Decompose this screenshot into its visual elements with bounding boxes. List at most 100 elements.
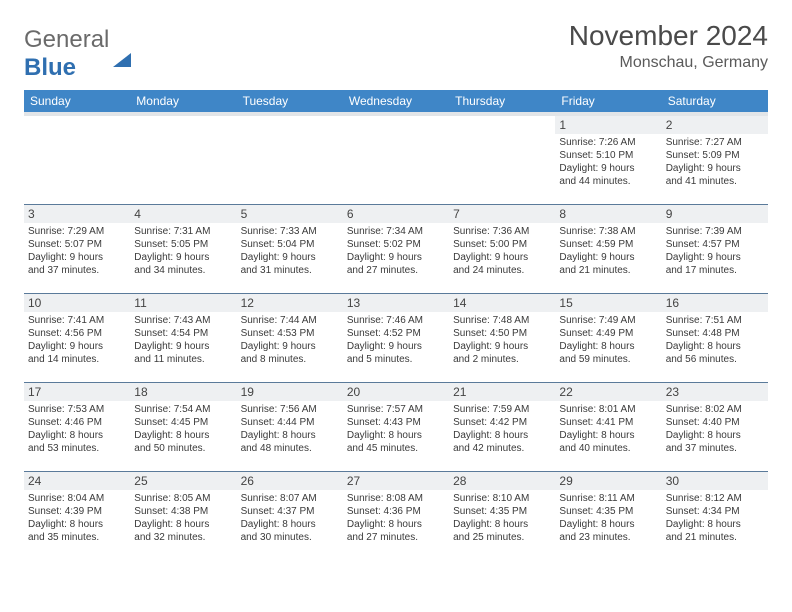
- day-number: 21: [449, 383, 555, 401]
- day-details: Sunrise: 7:57 AMSunset: 4:43 PMDaylight:…: [343, 401, 449, 459]
- calendar-cell: [449, 114, 555, 205]
- calendar-cell: 28Sunrise: 8:10 AMSunset: 4:35 PMDayligh…: [449, 472, 555, 561]
- day-details: Sunrise: 7:31 AMSunset: 5:05 PMDaylight:…: [130, 223, 236, 281]
- day-details: Sunrise: 7:56 AMSunset: 4:44 PMDaylight:…: [237, 401, 343, 459]
- calendar-week: 10Sunrise: 7:41 AMSunset: 4:56 PMDayligh…: [24, 294, 768, 383]
- day-header: Tuesday: [237, 90, 343, 114]
- day-details: Sunrise: 8:08 AMSunset: 4:36 PMDaylight:…: [343, 490, 449, 548]
- day-number: 11: [130, 294, 236, 312]
- calendar-week: 1Sunrise: 7:26 AMSunset: 5:10 PMDaylight…: [24, 114, 768, 205]
- day-number: 4: [130, 205, 236, 223]
- day-details: Sunrise: 7:41 AMSunset: 4:56 PMDaylight:…: [24, 312, 130, 370]
- day-number: 23: [662, 383, 768, 401]
- day-number: 14: [449, 294, 555, 312]
- calendar-cell: 30Sunrise: 8:12 AMSunset: 4:34 PMDayligh…: [662, 472, 768, 561]
- calendar-cell: 21Sunrise: 7:59 AMSunset: 4:42 PMDayligh…: [449, 383, 555, 472]
- day-number: 7: [449, 205, 555, 223]
- day-details: Sunrise: 7:46 AMSunset: 4:52 PMDaylight:…: [343, 312, 449, 370]
- day-details: Sunrise: 7:59 AMSunset: 4:42 PMDaylight:…: [449, 401, 555, 459]
- location: Monschau, Germany: [569, 54, 768, 72]
- calendar-cell: 12Sunrise: 7:44 AMSunset: 4:53 PMDayligh…: [237, 294, 343, 383]
- calendar-cell: [343, 114, 449, 205]
- day-number: 20: [343, 383, 449, 401]
- day-details: Sunrise: 7:53 AMSunset: 4:46 PMDaylight:…: [24, 401, 130, 459]
- day-number: 28: [449, 472, 555, 490]
- day-header-row: SundayMondayTuesdayWednesdayThursdayFrid…: [24, 90, 768, 114]
- day-number: 2: [662, 116, 768, 134]
- day-number: 22: [555, 383, 661, 401]
- calendar-cell: 2Sunrise: 7:27 AMSunset: 5:09 PMDaylight…: [662, 114, 768, 205]
- calendar-cell: 4Sunrise: 7:31 AMSunset: 5:05 PMDaylight…: [130, 205, 236, 294]
- day-details: Sunrise: 7:48 AMSunset: 4:50 PMDaylight:…: [449, 312, 555, 370]
- day-header: Monday: [130, 90, 236, 114]
- day-number: 12: [237, 294, 343, 312]
- day-number: 15: [555, 294, 661, 312]
- calendar-table: SundayMondayTuesdayWednesdayThursdayFrid…: [24, 90, 768, 560]
- day-number: 8: [555, 205, 661, 223]
- calendar-cell: 23Sunrise: 8:02 AMSunset: 4:40 PMDayligh…: [662, 383, 768, 472]
- title-block: November 2024 Monschau, Germany: [569, 20, 768, 72]
- day-number: 25: [130, 472, 236, 490]
- calendar-cell: 3Sunrise: 7:29 AMSunset: 5:07 PMDaylight…: [24, 205, 130, 294]
- calendar-cell: 25Sunrise: 8:05 AMSunset: 4:38 PMDayligh…: [130, 472, 236, 561]
- calendar-cell: 10Sunrise: 7:41 AMSunset: 4:56 PMDayligh…: [24, 294, 130, 383]
- day-details: Sunrise: 7:33 AMSunset: 5:04 PMDaylight:…: [237, 223, 343, 281]
- day-number: 6: [343, 205, 449, 223]
- day-details: Sunrise: 8:02 AMSunset: 4:40 PMDaylight:…: [662, 401, 768, 459]
- calendar-cell: 26Sunrise: 8:07 AMSunset: 4:37 PMDayligh…: [237, 472, 343, 561]
- day-header: Sunday: [24, 90, 130, 114]
- day-details: Sunrise: 7:54 AMSunset: 4:45 PMDaylight:…: [130, 401, 236, 459]
- calendar-cell: 16Sunrise: 7:51 AMSunset: 4:48 PMDayligh…: [662, 294, 768, 383]
- calendar-cell: 14Sunrise: 7:48 AMSunset: 4:50 PMDayligh…: [449, 294, 555, 383]
- calendar-cell: 27Sunrise: 8:08 AMSunset: 4:36 PMDayligh…: [343, 472, 449, 561]
- day-details: Sunrise: 7:51 AMSunset: 4:48 PMDaylight:…: [662, 312, 768, 370]
- calendar-week: 3Sunrise: 7:29 AMSunset: 5:07 PMDaylight…: [24, 205, 768, 294]
- day-number: 10: [24, 294, 130, 312]
- day-header: Friday: [555, 90, 661, 114]
- calendar-week: 17Sunrise: 7:53 AMSunset: 4:46 PMDayligh…: [24, 383, 768, 472]
- day-details: Sunrise: 8:12 AMSunset: 4:34 PMDaylight:…: [662, 490, 768, 548]
- day-details: Sunrise: 7:26 AMSunset: 5:10 PMDaylight:…: [555, 134, 661, 192]
- calendar-cell: [24, 114, 130, 205]
- day-number: 13: [343, 294, 449, 312]
- header: General Blue November 2024 Monschau, Ger…: [24, 20, 768, 82]
- brand-logo: General Blue: [24, 20, 131, 82]
- day-details: Sunrise: 7:38 AMSunset: 4:59 PMDaylight:…: [555, 223, 661, 281]
- day-number: 17: [24, 383, 130, 401]
- day-number: 30: [662, 472, 768, 490]
- day-number: 5: [237, 205, 343, 223]
- calendar-cell: 20Sunrise: 7:57 AMSunset: 4:43 PMDayligh…: [343, 383, 449, 472]
- day-number: 9: [662, 205, 768, 223]
- calendar-cell: 11Sunrise: 7:43 AMSunset: 4:54 PMDayligh…: [130, 294, 236, 383]
- calendar-cell: 13Sunrise: 7:46 AMSunset: 4:52 PMDayligh…: [343, 294, 449, 383]
- calendar-cell: 17Sunrise: 7:53 AMSunset: 4:46 PMDayligh…: [24, 383, 130, 472]
- day-details: Sunrise: 8:04 AMSunset: 4:39 PMDaylight:…: [24, 490, 130, 548]
- calendar-cell: 29Sunrise: 8:11 AMSunset: 4:35 PMDayligh…: [555, 472, 661, 561]
- day-details: Sunrise: 8:11 AMSunset: 4:35 PMDaylight:…: [555, 490, 661, 548]
- day-details: Sunrise: 7:49 AMSunset: 4:49 PMDaylight:…: [555, 312, 661, 370]
- calendar-cell: 7Sunrise: 7:36 AMSunset: 5:00 PMDaylight…: [449, 205, 555, 294]
- brand-part2: Blue: [24, 54, 76, 81]
- day-details: Sunrise: 7:29 AMSunset: 5:07 PMDaylight:…: [24, 223, 130, 281]
- brand-part1: General: [24, 26, 109, 53]
- day-number: 3: [24, 205, 130, 223]
- calendar-cell: 5Sunrise: 7:33 AMSunset: 5:04 PMDaylight…: [237, 205, 343, 294]
- day-details: Sunrise: 8:10 AMSunset: 4:35 PMDaylight:…: [449, 490, 555, 548]
- calendar-cell: [237, 114, 343, 205]
- day-number: 26: [237, 472, 343, 490]
- calendar-cell: 24Sunrise: 8:04 AMSunset: 4:39 PMDayligh…: [24, 472, 130, 561]
- day-details: Sunrise: 7:44 AMSunset: 4:53 PMDaylight:…: [237, 312, 343, 370]
- calendar-cell: 8Sunrise: 7:38 AMSunset: 4:59 PMDaylight…: [555, 205, 661, 294]
- day-details: Sunrise: 7:39 AMSunset: 4:57 PMDaylight:…: [662, 223, 768, 281]
- day-details: Sunrise: 7:43 AMSunset: 4:54 PMDaylight:…: [130, 312, 236, 370]
- day-number: 29: [555, 472, 661, 490]
- day-header: Saturday: [662, 90, 768, 114]
- calendar-cell: 6Sunrise: 7:34 AMSunset: 5:02 PMDaylight…: [343, 205, 449, 294]
- calendar-cell: 15Sunrise: 7:49 AMSunset: 4:49 PMDayligh…: [555, 294, 661, 383]
- calendar-cell: 9Sunrise: 7:39 AMSunset: 4:57 PMDaylight…: [662, 205, 768, 294]
- day-number: 16: [662, 294, 768, 312]
- calendar-cell: [130, 114, 236, 205]
- month-title: November 2024: [569, 20, 768, 52]
- day-number: 1: [555, 116, 661, 134]
- day-number: 27: [343, 472, 449, 490]
